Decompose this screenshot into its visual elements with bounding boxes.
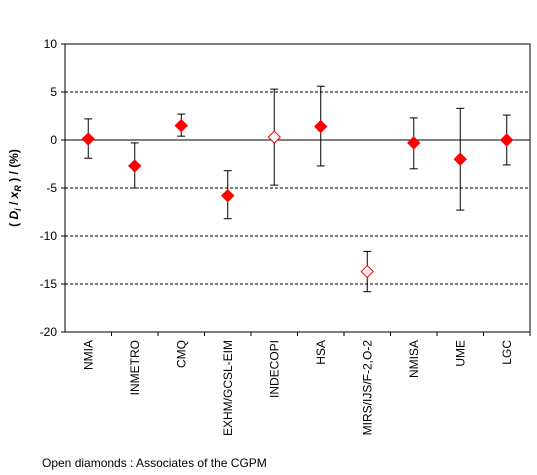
y-tick-label: -5 bbox=[46, 181, 57, 195]
y-tick-label: 10 bbox=[44, 37, 58, 51]
y-tick-label: 0 bbox=[50, 133, 57, 147]
x-category-label: NMISA bbox=[407, 340, 421, 378]
x-category-label: CMQ bbox=[174, 340, 188, 368]
grid-lines bbox=[65, 91, 530, 285]
x-category-label: EXHM/GCSL-EIM bbox=[221, 340, 235, 436]
x-axis-category-labels: NMIA INMETRO CMQ EXHM/GCSL-EIM INDECOPI HSA MI… bbox=[81, 332, 531, 436]
filled-diamond-marker bbox=[500, 133, 514, 147]
x-category-label: HSA bbox=[314, 340, 328, 365]
filled-diamond-marker bbox=[314, 119, 328, 134]
filled-diamond-marker bbox=[174, 118, 188, 133]
chart-footnote: Open diamonds : Associates of the CGPM bbox=[42, 456, 267, 470]
filled-diamond-marker bbox=[453, 152, 467, 166]
x-category-label: UME bbox=[453, 340, 467, 367]
y-axis-ticks: 10 5 0 -5 -10 -15 -20 bbox=[40, 37, 65, 339]
x-category-label: INDECOPI bbox=[267, 340, 281, 398]
data-markers bbox=[81, 118, 514, 279]
filled-diamond-marker bbox=[407, 136, 421, 150]
y-tick-label: -10 bbox=[40, 229, 58, 243]
x-category-label: INMETRO bbox=[128, 340, 142, 395]
y-tick-label: 5 bbox=[50, 85, 57, 99]
y-tick-label: -15 bbox=[40, 277, 58, 291]
x-category-label: LGC bbox=[500, 340, 514, 365]
filled-diamond-marker bbox=[221, 188, 235, 203]
filled-diamond-marker bbox=[128, 159, 142, 173]
open-diamond-marker bbox=[360, 264, 374, 279]
x-category-label: MIRS/IJS/F-2,O-2 bbox=[360, 340, 374, 436]
error-bars bbox=[84, 85, 511, 293]
x-category-label: NMIA bbox=[81, 340, 95, 370]
open-diamond-marker bbox=[267, 130, 281, 144]
filled-diamond-marker bbox=[81, 132, 95, 146]
y-tick-label: -20 bbox=[40, 325, 58, 339]
y-axis-label: ( Di / xR ) / (%) bbox=[7, 149, 23, 227]
